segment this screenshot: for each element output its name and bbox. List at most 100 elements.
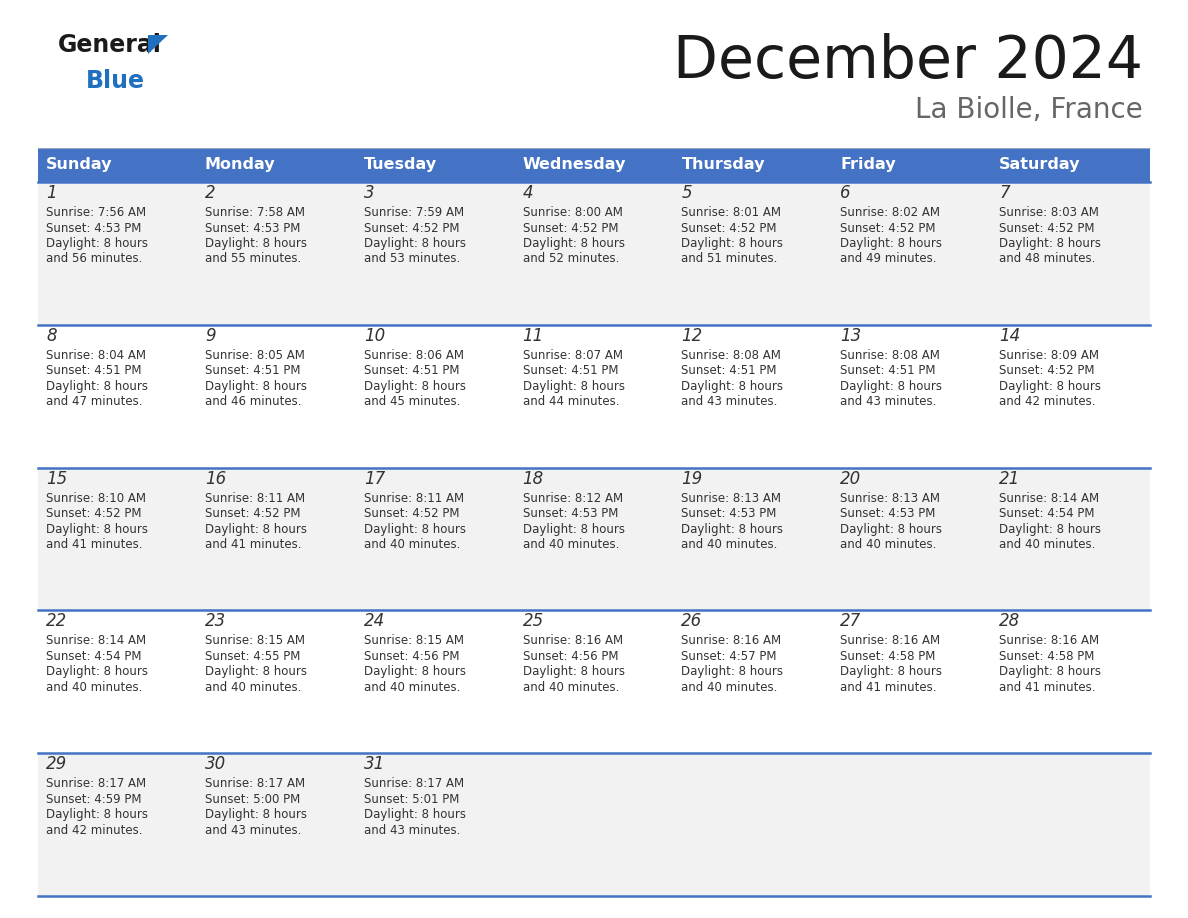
Text: and 42 minutes.: and 42 minutes. [46,823,143,836]
Text: Sunset: 4:52 PM: Sunset: 4:52 PM [523,221,618,234]
Text: Sunset: 4:59 PM: Sunset: 4:59 PM [46,793,141,806]
Text: Daylight: 8 hours: Daylight: 8 hours [364,380,466,393]
Text: Sunrise: 8:06 AM: Sunrise: 8:06 AM [364,349,463,362]
Text: and 49 minutes.: and 49 minutes. [840,252,937,265]
Text: Daylight: 8 hours: Daylight: 8 hours [999,666,1101,678]
Text: Sunrise: 7:58 AM: Sunrise: 7:58 AM [204,206,305,219]
Text: and 53 minutes.: and 53 minutes. [364,252,460,265]
Text: Sunrise: 8:10 AM: Sunrise: 8:10 AM [46,492,146,505]
Text: Sunrise: 8:16 AM: Sunrise: 8:16 AM [682,634,782,647]
Text: and 41 minutes.: and 41 minutes. [46,538,143,551]
Text: Sunrise: 8:17 AM: Sunrise: 8:17 AM [204,778,305,790]
Text: and 56 minutes.: and 56 minutes. [46,252,143,265]
Text: Daylight: 8 hours: Daylight: 8 hours [364,666,466,678]
Text: Sunrise: 8:13 AM: Sunrise: 8:13 AM [840,492,940,505]
Text: and 40 minutes.: and 40 minutes. [523,538,619,551]
Text: Sunset: 4:57 PM: Sunset: 4:57 PM [682,650,777,663]
Text: Daylight: 8 hours: Daylight: 8 hours [46,808,148,822]
Text: Daylight: 8 hours: Daylight: 8 hours [682,666,783,678]
Text: Sunrise: 8:08 AM: Sunrise: 8:08 AM [682,349,782,362]
Text: and 46 minutes.: and 46 minutes. [204,396,302,409]
Text: Daylight: 8 hours: Daylight: 8 hours [46,237,148,250]
Text: Sunset: 4:58 PM: Sunset: 4:58 PM [840,650,936,663]
Text: Sunset: 4:53 PM: Sunset: 4:53 PM [840,507,936,521]
Bar [38,610,1150,753]
Text: and 43 minutes.: and 43 minutes. [364,823,460,836]
Text: Sunset: 4:52 PM: Sunset: 4:52 PM [682,221,777,234]
Bar [38,467,1150,610]
Text: Sunset: 4:52 PM: Sunset: 4:52 PM [999,221,1094,234]
Text: Sunset: 4:51 PM: Sunset: 4:51 PM [840,364,936,377]
Text: 30: 30 [204,756,226,773]
Text: and 41 minutes.: and 41 minutes. [840,681,937,694]
Text: and 41 minutes.: and 41 minutes. [999,681,1095,694]
Text: Sunrise: 8:15 AM: Sunrise: 8:15 AM [204,634,305,647]
Text: 12: 12 [682,327,702,345]
Text: Sunset: 4:55 PM: Sunset: 4:55 PM [204,650,301,663]
Text: Daylight: 8 hours: Daylight: 8 hours [204,380,307,393]
Text: 8: 8 [46,327,57,345]
Text: December 2024: December 2024 [672,33,1143,90]
Text: Sunrise: 8:07 AM: Sunrise: 8:07 AM [523,349,623,362]
Text: and 44 minutes.: and 44 minutes. [523,396,619,409]
Text: and 40 minutes.: and 40 minutes. [523,681,619,694]
Text: 18: 18 [523,470,544,487]
Text: Sunrise: 8:15 AM: Sunrise: 8:15 AM [364,634,463,647]
Text: Sunrise: 8:16 AM: Sunrise: 8:16 AM [999,634,1099,647]
Text: Sunrise: 8:03 AM: Sunrise: 8:03 AM [999,206,1099,219]
Text: and 40 minutes.: and 40 minutes. [364,681,460,694]
Text: Daylight: 8 hours: Daylight: 8 hours [364,808,466,822]
Text: Daylight: 8 hours: Daylight: 8 hours [840,380,942,393]
Text: Sunset: 4:51 PM: Sunset: 4:51 PM [682,364,777,377]
Text: 6: 6 [840,184,851,202]
Text: 10: 10 [364,327,385,345]
Text: and 42 minutes.: and 42 minutes. [999,396,1095,409]
Bar [38,325,1150,467]
Text: Sunrise: 8:17 AM: Sunrise: 8:17 AM [46,778,146,790]
Text: La Biolle, France: La Biolle, France [915,96,1143,124]
Text: Sunrise: 8:09 AM: Sunrise: 8:09 AM [999,349,1099,362]
Text: 2: 2 [204,184,215,202]
Text: Daylight: 8 hours: Daylight: 8 hours [204,237,307,250]
Text: Sunset: 4:51 PM: Sunset: 4:51 PM [204,364,301,377]
Text: 5: 5 [682,184,693,202]
Text: Sunset: 4:52 PM: Sunset: 4:52 PM [840,221,936,234]
Text: Sunrise: 8:05 AM: Sunrise: 8:05 AM [204,349,305,362]
Text: Daylight: 8 hours: Daylight: 8 hours [999,522,1101,535]
Text: Sunday: Sunday [46,158,113,173]
Text: and 40 minutes.: and 40 minutes. [682,538,778,551]
Text: 3: 3 [364,184,374,202]
Text: and 40 minutes.: and 40 minutes. [999,538,1095,551]
Text: General: General [58,33,162,57]
Text: Sunset: 4:52 PM: Sunset: 4:52 PM [999,364,1094,377]
Text: Daylight: 8 hours: Daylight: 8 hours [364,522,466,535]
Text: Friday: Friday [840,158,896,173]
Text: Daylight: 8 hours: Daylight: 8 hours [204,808,307,822]
Text: Daylight: 8 hours: Daylight: 8 hours [999,237,1101,250]
Text: Sunset: 4:52 PM: Sunset: 4:52 PM [204,507,301,521]
Text: 29: 29 [46,756,68,773]
Text: 26: 26 [682,612,702,631]
Text: Daylight: 8 hours: Daylight: 8 hours [364,237,466,250]
Text: Daylight: 8 hours: Daylight: 8 hours [523,666,625,678]
Text: 11: 11 [523,327,544,345]
Text: 20: 20 [840,470,861,487]
Text: 23: 23 [204,612,226,631]
Text: 31: 31 [364,756,385,773]
Text: 19: 19 [682,470,702,487]
Text: and 51 minutes.: and 51 minutes. [682,252,778,265]
Text: Sunset: 4:52 PM: Sunset: 4:52 PM [46,507,141,521]
Text: Blue: Blue [86,69,145,93]
Bar [38,753,1150,896]
Text: 22: 22 [46,612,68,631]
Text: Sunrise: 7:59 AM: Sunrise: 7:59 AM [364,206,463,219]
Text: Sunrise: 8:13 AM: Sunrise: 8:13 AM [682,492,782,505]
Text: Sunset: 4:54 PM: Sunset: 4:54 PM [999,507,1094,521]
Text: Sunset: 4:56 PM: Sunset: 4:56 PM [364,650,460,663]
Text: Daylight: 8 hours: Daylight: 8 hours [840,666,942,678]
Text: Sunrise: 8:12 AM: Sunrise: 8:12 AM [523,492,623,505]
Text: and 41 minutes.: and 41 minutes. [204,538,302,551]
Text: and 55 minutes.: and 55 minutes. [204,252,301,265]
Text: 14: 14 [999,327,1020,345]
Text: and 52 minutes.: and 52 minutes. [523,252,619,265]
